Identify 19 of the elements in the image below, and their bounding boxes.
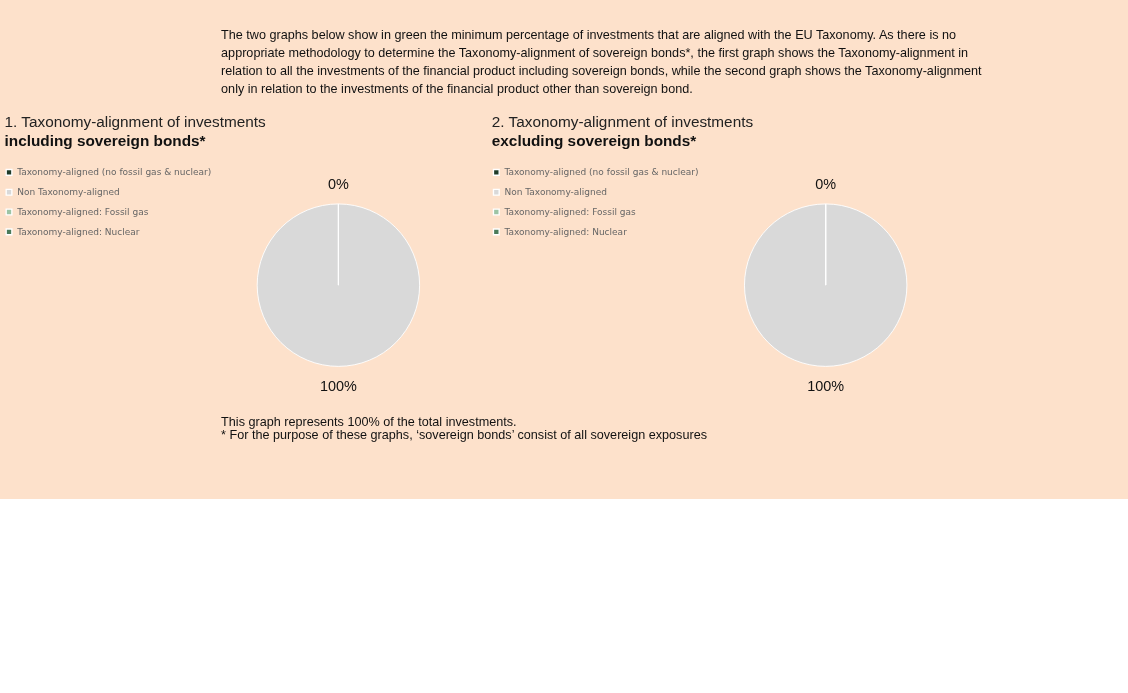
text: 0%	[815, 175, 837, 192]
text: This graph represents 100% of the total investments.	[221, 414, 517, 429]
data-label: 100%	[319, 377, 358, 394]
text: 0%	[327, 175, 349, 192]
chart-subtitle: including sovereign bonds*	[4, 132, 206, 150]
chart-title: 2. Taxonomy-alignment of investments	[491, 113, 754, 131]
data-label: 100%	[807, 377, 845, 394]
legend-label: Taxonomy-aligned (no fossil gas & nuclear)	[503, 167, 699, 178]
legend-label: Taxonomy-aligned: Fossil gas	[503, 206, 637, 217]
chart-subtitle: excluding sovereign bonds*	[491, 132, 697, 150]
text: The two graphs below show in green the minimum percentage of investments that are aligned with the EU Taxonomy. As there is no appropriate methodology to determine the Taxonomy-alignment of sovereign bonds*, the first graph shows the Taxonomy-alignment in relation to all the investments of the financial product including sovereign bonds, while the second graph shows the Taxonomy-alignment only in relation to the investments of the financial product other than sovereign bond.	[221, 27, 983, 96]
text: * For the purpose of these graphs, ‘sovereign bonds’ consist of all sovereign exposures	[221, 428, 707, 443]
legend-label: Non Taxonomy-aligned	[504, 186, 608, 197]
legend-label: Taxonomy-aligned: Fossil gas	[16, 206, 149, 217]
legend-label: Taxonomy-aligned: Nuclear	[16, 226, 140, 237]
legend-label: Taxonomy-aligned: Nuclear	[503, 226, 628, 237]
legend-label: Non Taxonomy-aligned	[17, 186, 120, 197]
chart-title: 1. Taxonomy-alignment of investments	[4, 113, 267, 131]
legend-label: Taxonomy-aligned (no fossil gas & nuclear)	[16, 167, 212, 178]
